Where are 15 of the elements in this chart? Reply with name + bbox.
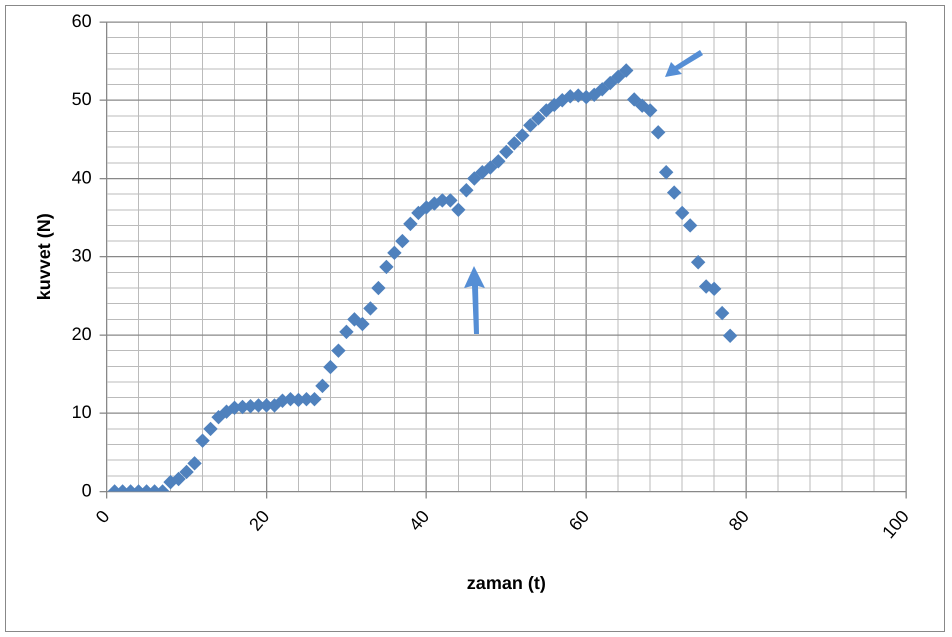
x-tick-label: 40: [405, 506, 434, 535]
y-tick-label: 60: [72, 10, 92, 31]
y-tick-label: 20: [72, 324, 92, 344]
y-tick-label: 30: [72, 246, 92, 266]
y-tick-label: 50: [72, 89, 92, 110]
y-tick-label: 10: [72, 402, 92, 422]
y-axis-title: kuvvet (N): [34, 213, 54, 300]
y-tick-label: 40: [72, 167, 92, 188]
x-tick-label: 0: [92, 506, 114, 527]
x-tick-label: 100: [878, 506, 913, 542]
x-tick-label: 80: [724, 506, 753, 535]
y-tick-label: 0: [82, 480, 92, 500]
x-tick-label: 20: [245, 506, 274, 535]
x-axis-title: zaman (t): [466, 573, 546, 594]
x-tick-label: 60: [564, 506, 594, 535]
